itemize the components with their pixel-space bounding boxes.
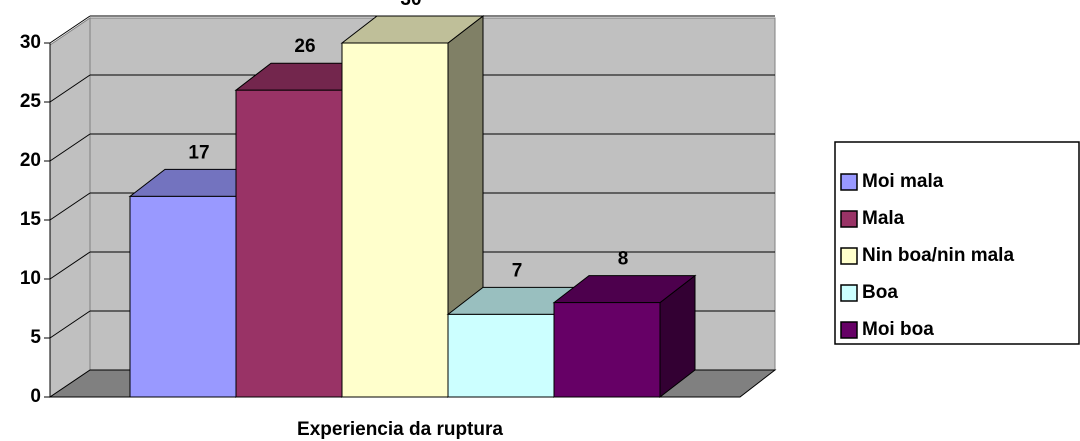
- y-tick-label: 5: [30, 327, 41, 348]
- bar: [129, 195, 237, 398]
- grid-line: [49, 74, 91, 103]
- data-label: 26: [294, 36, 315, 57]
- side-wall: [49, 17, 91, 398]
- y-tick-label: 20: [20, 150, 41, 171]
- legend-swatch: [840, 321, 858, 339]
- y-tick-label: 15: [20, 209, 42, 230]
- y-tick-label: 25: [20, 91, 42, 112]
- legend-label: Mala: [862, 208, 905, 229]
- legend-swatch: [840, 210, 858, 228]
- bar: [341, 42, 449, 398]
- y-tick-label: 10: [20, 268, 41, 289]
- legend-swatch: [840, 284, 858, 302]
- grid-line: [49, 251, 91, 280]
- grid-line: [49, 192, 91, 221]
- legend-swatch: [840, 247, 858, 265]
- legend-label: Moi boa: [862, 319, 934, 340]
- legend-label: Nin boa/nin mala: [862, 245, 1014, 266]
- legend-label: Boa: [862, 282, 898, 303]
- grid-line: [49, 133, 91, 162]
- bar: [235, 89, 343, 398]
- data-label: 30: [400, 0, 421, 10]
- data-label: 8: [618, 249, 629, 270]
- bar: [553, 302, 661, 398]
- x-axis-label: Experiencia da ruptura: [297, 419, 503, 440]
- y-tick-label: 30: [20, 32, 41, 53]
- bar: [447, 313, 555, 398]
- data-label: 17: [188, 142, 209, 163]
- grid-line: [49, 15, 91, 44]
- data-label: 7: [512, 260, 523, 281]
- legend: [834, 141, 1080, 345]
- legend-label: Moi mala: [862, 171, 944, 192]
- legend-swatch: [840, 173, 858, 191]
- y-tick-label: 0: [30, 386, 41, 407]
- grid-line: [49, 310, 91, 339]
